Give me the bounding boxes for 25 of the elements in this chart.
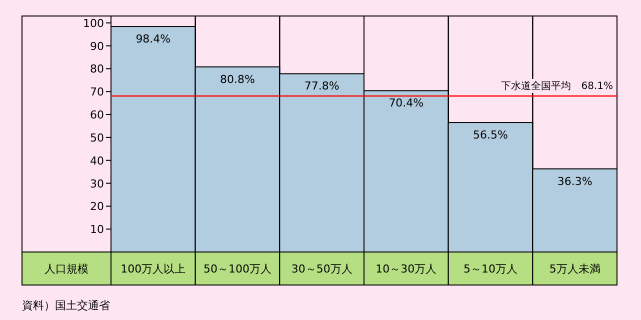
x-axis-title: 人口規模	[44, 262, 88, 276]
text: 資料）国土交通省	[22, 299, 110, 312]
data-label: 77.8%	[304, 80, 340, 93]
data-label: 80.8%	[220, 72, 255, 86]
y-tick-label: 10	[90, 223, 104, 236]
x-tick-label: 100万人以上	[120, 262, 186, 276]
y-tick-label: 100	[83, 16, 104, 30]
x-tick-label: 5～10万人	[464, 262, 518, 276]
x-tick-label: 50～100万人	[204, 262, 272, 276]
y-tick-label: 20	[90, 200, 104, 214]
data-label: 56.5%	[473, 128, 508, 142]
data-label: 98.4%	[136, 32, 171, 46]
x-tick-label: 10～30万人	[376, 262, 437, 276]
y-tick-label: 90	[90, 40, 104, 53]
ref-line-label: 下水道全国平均 68.1%	[501, 80, 613, 92]
x-tick-label: 30～50万人	[291, 262, 352, 276]
y-tick-label: 50	[90, 131, 104, 144]
y-tick-label: 70	[90, 86, 104, 99]
y-tick-label: 30	[90, 177, 104, 190]
y-tick-label: 40	[90, 154, 104, 168]
y-tick-label: 80	[90, 62, 104, 76]
y-tick-label: 60	[90, 108, 104, 122]
x-tick-label: 5万人未満	[549, 262, 600, 276]
data-label: 70.4%	[388, 96, 424, 110]
data-label: 36.3%	[557, 174, 592, 188]
